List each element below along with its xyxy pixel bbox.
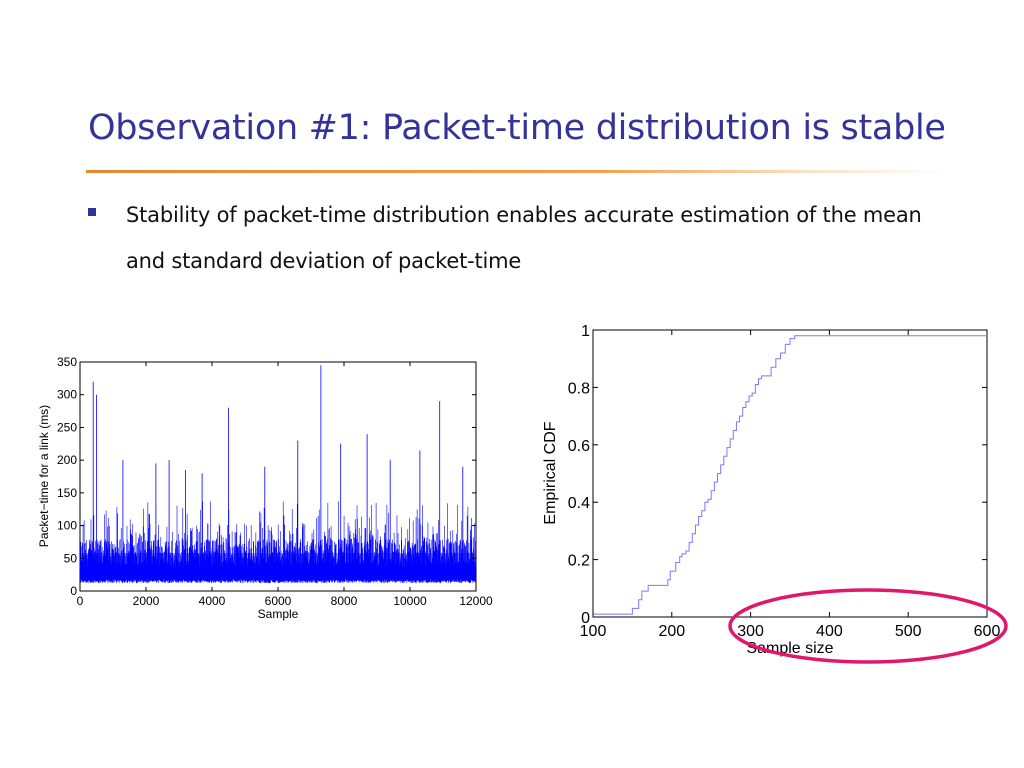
cdf-y-tick-label: 0.6 (568, 438, 590, 455)
packet-time-y-tick-label: 0 (70, 584, 77, 598)
packet-time-core-band (80, 553, 476, 582)
cdf-x-tick-label: 400 (816, 623, 843, 640)
packet-time-x-tick-label: 12000 (459, 594, 493, 608)
cdf-y-label: Empirical CDF (542, 421, 559, 524)
cdf-y-tick-label: 0.8 (568, 380, 590, 397)
packet-time-y-tick-label: 150 (57, 486, 77, 500)
packet-time-x-tick-label: 0 (77, 594, 84, 608)
cdf-x-tick-label: 600 (974, 623, 1001, 640)
cdf-series-line (593, 335, 987, 615)
cdf-x-tick-label: 300 (737, 623, 764, 640)
packet-time-x-tick-label: 2000 (133, 594, 160, 608)
cdf-plot-frame (592, 329, 988, 618)
highlight-ellipse (728, 588, 1008, 664)
packet-time-x-tick-label: 4000 (199, 594, 226, 608)
packet-time-y-tick-label: 250 (57, 420, 77, 434)
cdf-x-tick-label: 100 (580, 623, 607, 640)
packet-time-x-label: Sample (258, 607, 299, 621)
packet-time-y-tick-label: 50 (64, 551, 78, 565)
packet-time-y-tick-label: 200 (57, 453, 77, 467)
cdf-y-tick-label: 0 (581, 610, 590, 627)
packet-time-x-tick-label: 10000 (393, 594, 427, 608)
cdf-chart: 100 200 300 400 500 600 0 0.2 0.4 0.6 0.8 1 Sample … (542, 323, 1008, 664)
cdf-y-tick-label: 1 (581, 323, 590, 340)
cdf-y-tick-label: 0.2 (568, 553, 590, 570)
packet-time-trace (79, 501, 477, 584)
packet-time-y-label: Packet−time for a link (ms) (37, 405, 51, 547)
cdf-x-tick-label: 500 (895, 623, 922, 640)
packet-time-axis-ticks: 0 2000 4000 6000 8000 10000 12000 0 50 100 150 200 2… (57, 355, 493, 608)
cdf-axis-ticks: 100 200 300 400 500 600 0 0.2 0.4 0.6 0.8 1 (568, 323, 1001, 640)
slide-title: Observation #1: Packet-time distribution… (88, 108, 946, 148)
bullet-text: Stability of packet-time distribution en… (126, 203, 922, 273)
title-rule (86, 170, 946, 173)
packet-time-y-tick-label: 350 (57, 355, 77, 369)
cdf-y-tick-label: 0.4 (568, 495, 590, 512)
packet-time-x-tick-label: 6000 (265, 594, 292, 608)
packet-time-y-tick-label: 100 (57, 519, 77, 533)
packet-time-y-tick-label: 300 (57, 388, 77, 402)
packet-time-series (79, 365, 477, 584)
bullet-square-icon (88, 208, 96, 216)
cdf-x-label: Sample size (746, 640, 833, 657)
packet-time-chart: 0 2000 4000 6000 8000 10000 12000 0 50 100 150 200 2… (37, 355, 493, 621)
packet-time-x-tick-label: 8000 (331, 594, 358, 608)
cdf-x-tick-label: 200 (658, 623, 685, 640)
